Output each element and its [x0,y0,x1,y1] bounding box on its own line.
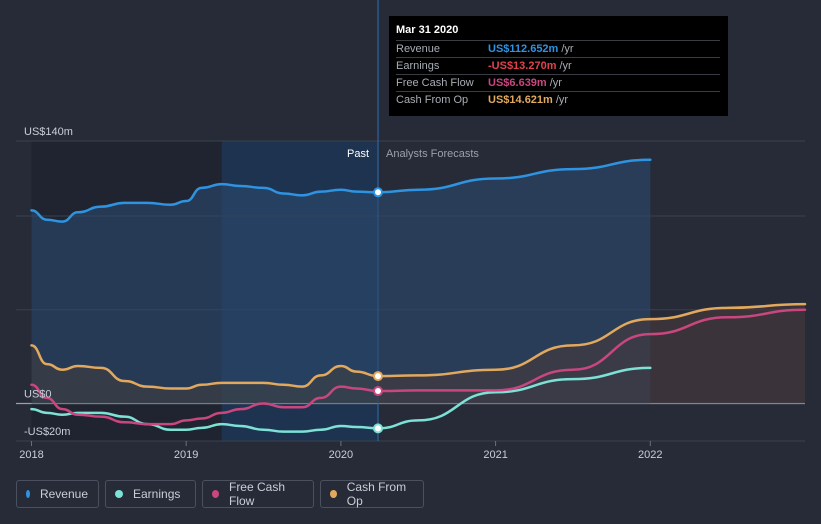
legend-label: Earnings [133,487,181,501]
legend-label: Cash From Op [346,480,407,508]
free-cash-flow-line [30,383,380,426]
cash-from-op-forecast-area [378,304,805,404]
legend-cash-from-op-button[interactable]: Cash From Op [320,480,424,508]
y-tick-label: US$0 [24,389,52,401]
tooltip-row-free-cash-flow: Free Cash Flow US$6.639m /yr [396,74,720,91]
tooltip-value: US$14.621m [488,94,553,106]
tooltip-row-cash-from-op: Cash From Op US$14.621m /yr [396,91,720,108]
x-tick-label: 2022 [638,449,662,461]
tooltip-label: Free Cash Flow [396,77,474,89]
tooltip-unit: /yr [561,43,574,55]
legend-dot-icon [26,490,30,498]
earnings-marker [373,423,384,434]
tooltip-label: Earnings [396,60,440,72]
tooltip-value: US$112.652m [488,43,559,55]
chart-legend: Revenue Earnings Free Cash Flow Cash Fro… [16,480,424,508]
x-tick-label: 2020 [329,449,353,461]
revenue-line [30,182,380,223]
free-cash-flow-forecast-line [376,308,807,393]
tooltip-unit: /yr [555,94,569,106]
cash-from-op-marker [373,371,384,382]
tooltip-unit: /yr [559,60,572,72]
legend-free-cash-flow-button[interactable]: Free Cash Flow [202,480,314,508]
legend-dot-icon [212,490,219,498]
earnings-line [30,407,380,433]
x-tick-label: 2018 [19,449,43,461]
tooltip-row-revenue: Revenue US$112.652m /yr [396,40,720,57]
revenue-area [31,159,651,404]
legend-dot-icon [115,490,123,498]
y-tick-label: -US$20m [24,426,70,438]
legend-earnings-button[interactable]: Earnings [105,480,196,508]
x-tick-label: 2019 [174,449,198,461]
legend-dot-icon [330,490,337,498]
cash-from-op-forecast-line [376,302,807,378]
tooltip-label: Revenue [396,43,441,55]
revenue-marker [373,187,384,198]
tooltip-label: Cash From Op [396,94,469,106]
tooltip-value: US$6.639m [488,77,547,89]
revenue-forecast-line [376,158,652,194]
legend-revenue-button[interactable]: Revenue [16,480,99,508]
earnings-forecast-line [376,366,652,430]
legend-label: Free Cash Flow [228,480,286,508]
tooltip-row-earnings: Earnings -US$13.270m /yr [396,57,720,74]
y-tick-label: US$140m [24,126,73,138]
forecast-label: Analysts Forecasts [386,148,479,160]
x-tick-label: 2021 [483,449,507,461]
tooltip-unit: /yr [549,77,562,89]
tooltip-value: -US$13.270m [488,60,557,72]
legend-label: Revenue [39,487,88,501]
past-label: Past [347,148,369,160]
cash-from-op-line [30,344,380,390]
data-tooltip: Mar 31 2020 Revenue US$112.652m /yr Earn… [389,16,728,116]
free-cash-flow-marker [373,386,384,397]
cash-from-op-area [31,345,379,404]
tooltip-date: Mar 31 2020 [396,24,459,36]
